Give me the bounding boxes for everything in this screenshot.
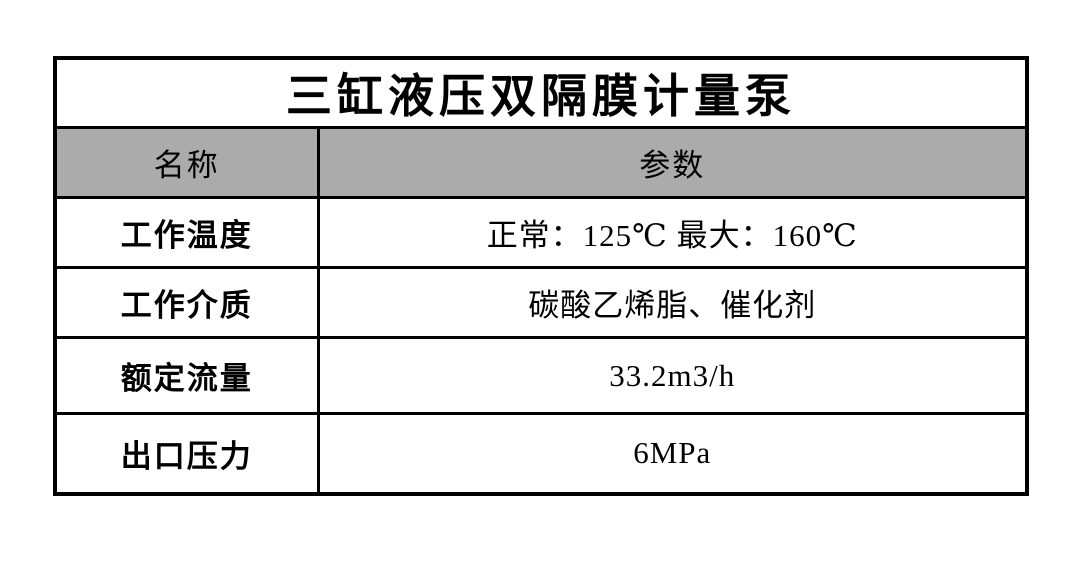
header-name-cell: 名称: [53, 126, 320, 199]
param-value-cell: 33.2m3/h: [316, 336, 1029, 415]
table-row: 工作温度 正常：125℃ 最大：160℃: [53, 196, 1029, 269]
table-row: 工作介质 碳酸乙烯脂、催化剂: [53, 266, 1029, 339]
param-name-cell: 工作介质: [53, 266, 320, 339]
param-value-cell: 6MPa: [316, 412, 1029, 495]
param-value-cell: 碳酸乙烯脂、催化剂: [316, 266, 1029, 339]
table-row: 出口压力 6MPa: [53, 412, 1029, 495]
header-param-cell: 参数: [316, 126, 1029, 199]
param-name-cell: 出口压力: [53, 412, 320, 495]
param-name-cell: 工作温度: [53, 196, 320, 269]
table-row: 额定流量 33.2m3/h: [53, 336, 1029, 415]
spec-table: 三缸液压双隔膜计量泵 名称 参数 工作温度 正常：125℃ 最大：160℃ 工作…: [53, 56, 1029, 496]
title-row: 三缸液压双隔膜计量泵: [53, 56, 1029, 129]
param-value-cell: 正常：125℃ 最大：160℃: [316, 196, 1029, 269]
header-row: 名称 参数: [53, 126, 1029, 199]
param-name-cell: 额定流量: [53, 336, 320, 415]
table-title: 三缸液压双隔膜计量泵: [53, 56, 1029, 129]
